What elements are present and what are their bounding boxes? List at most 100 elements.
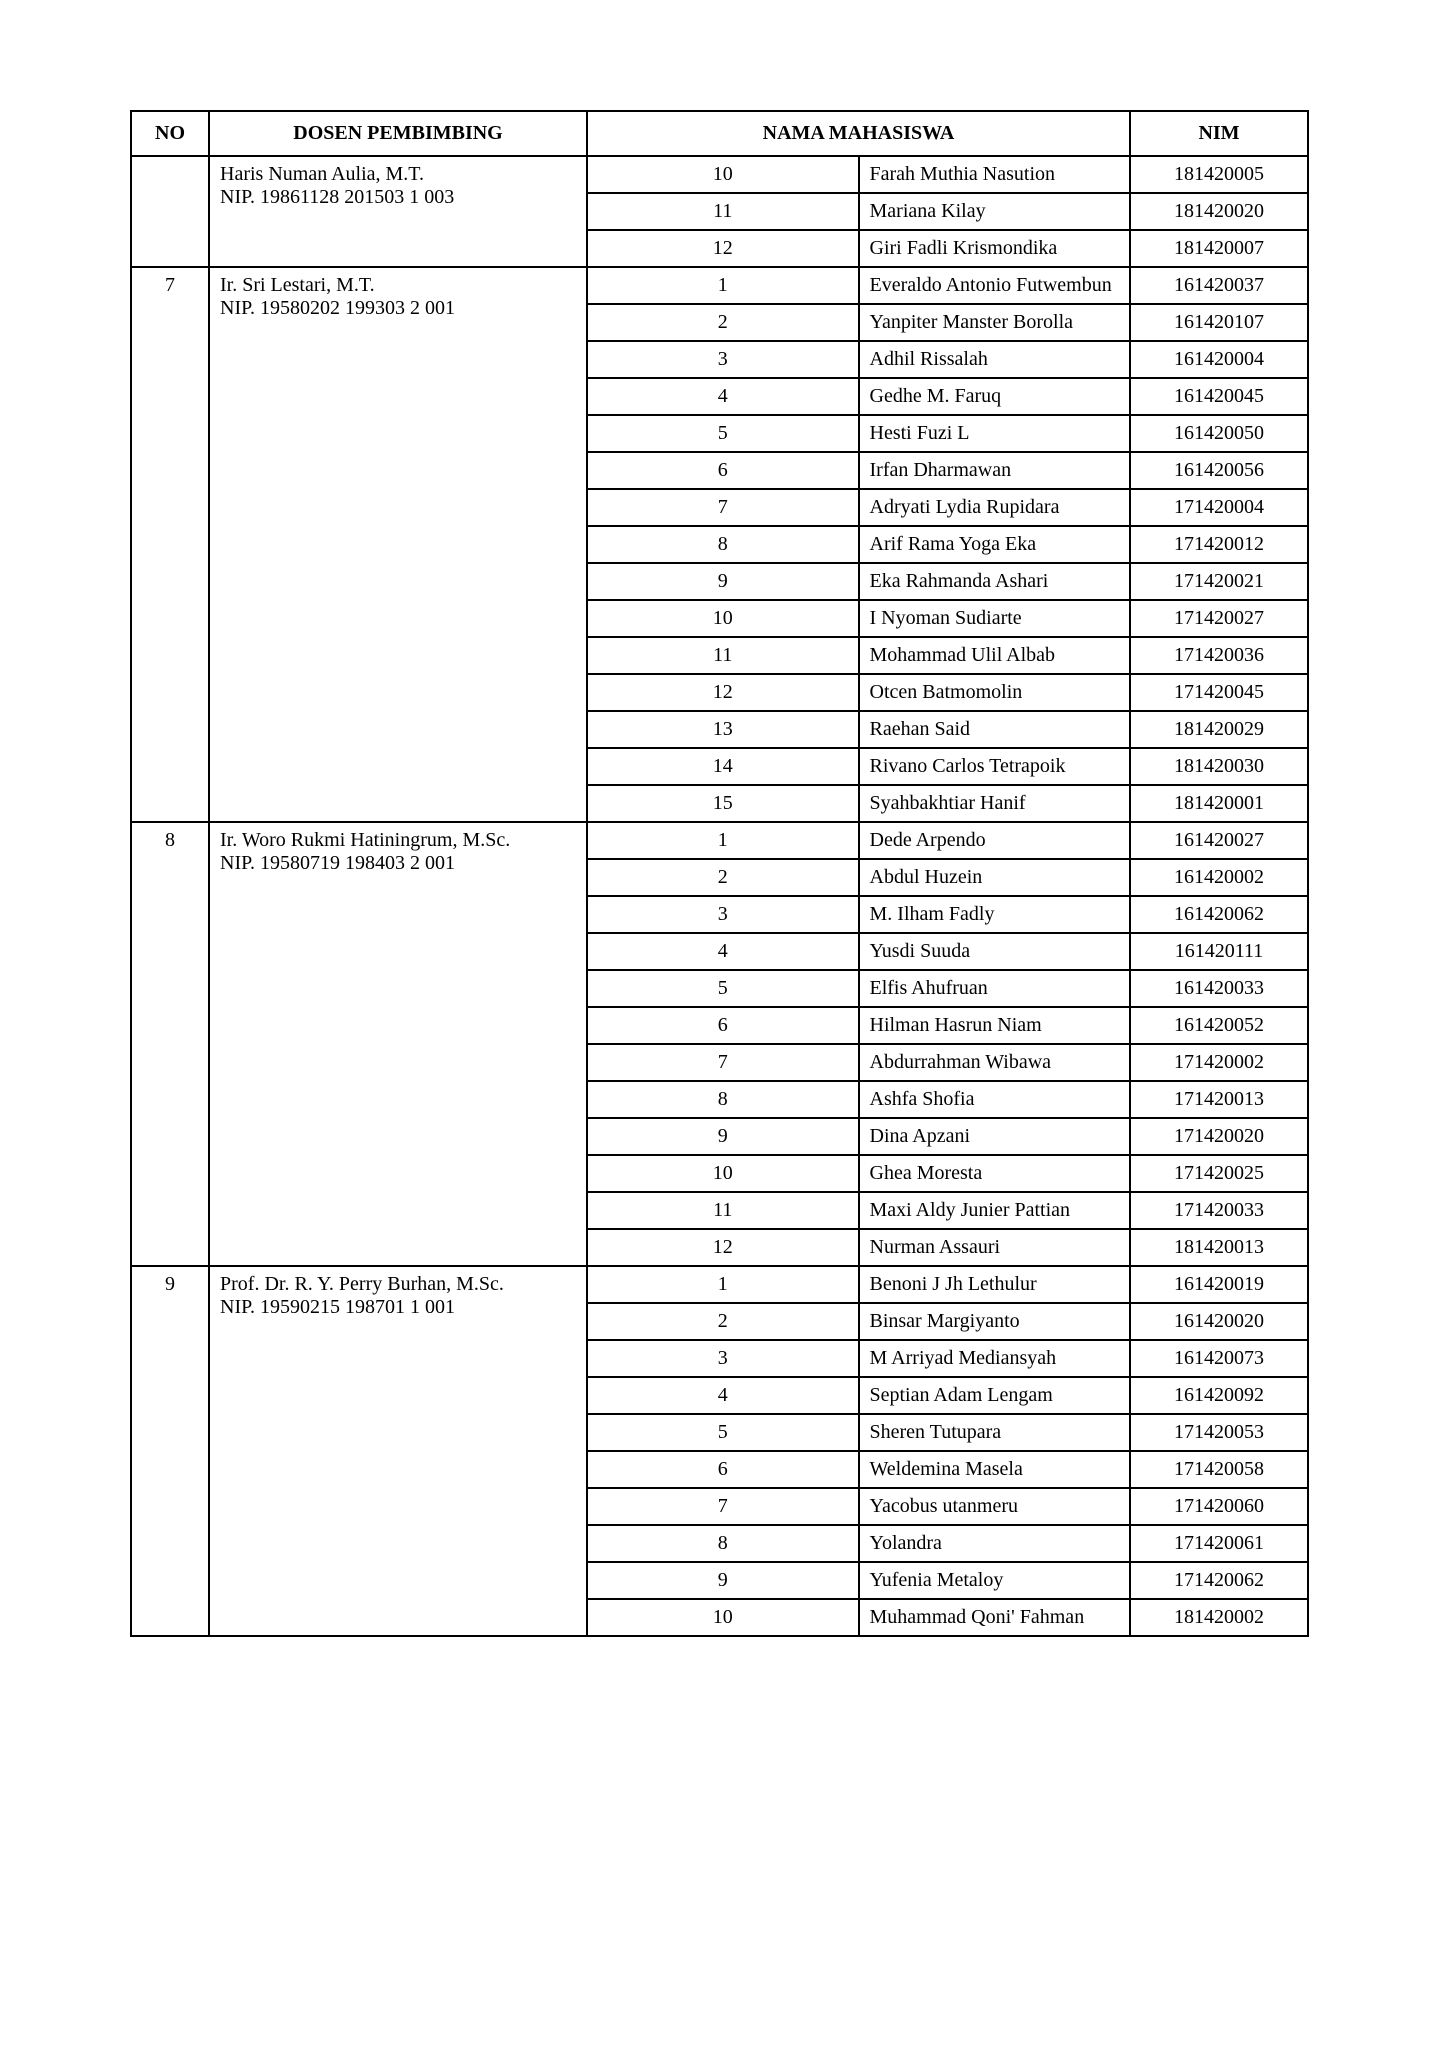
cell-student-idx: 4 <box>587 933 859 970</box>
cell-nim: 161420111 <box>1130 933 1308 970</box>
cell-dosen: Ir. Woro Rukmi Hatiningrum, M.Sc. NIP. 1… <box>209 822 587 1266</box>
cell-nim: 181420005 <box>1130 156 1308 193</box>
cell-nim: 181420020 <box>1130 193 1308 230</box>
cell-nim: 171420004 <box>1130 489 1308 526</box>
cell-student-name: Mariana Kilay <box>859 193 1131 230</box>
cell-student-idx: 5 <box>587 970 859 1007</box>
cell-student-name: Hilman Hasrun Niam <box>859 1007 1131 1044</box>
cell-student-name: Yanpiter Manster Borolla <box>859 304 1131 341</box>
cell-student-name: Everaldo Antonio Futwembun <box>859 267 1131 304</box>
header-no: NO <box>131 111 209 156</box>
cell-student-name: Maxi Aldy Junier Pattian <box>859 1192 1131 1229</box>
cell-nim: 181420030 <box>1130 748 1308 785</box>
cell-nim: 171420025 <box>1130 1155 1308 1192</box>
cell-student-name: M Arriyad Mediansyah <box>859 1340 1131 1377</box>
cell-student-idx: 8 <box>587 1525 859 1562</box>
cell-student-name: I Nyoman Sudiarte <box>859 600 1131 637</box>
cell-nim: 171420021 <box>1130 563 1308 600</box>
cell-nim: 171420020 <box>1130 1118 1308 1155</box>
cell-student-name: Nurman Assauri <box>859 1229 1131 1266</box>
cell-student-idx: 7 <box>587 1044 859 1081</box>
cell-nim: 181420002 <box>1130 1599 1308 1636</box>
cell-student-idx: 2 <box>587 304 859 341</box>
cell-student-idx: 7 <box>587 1488 859 1525</box>
cell-nim: 171420027 <box>1130 600 1308 637</box>
cell-nim: 161420052 <box>1130 1007 1308 1044</box>
cell-student-idx: 11 <box>587 1192 859 1229</box>
cell-student-idx: 3 <box>587 341 859 378</box>
cell-student-idx: 2 <box>587 859 859 896</box>
advisor-student-table: NO DOSEN PEMBIMBING NAMA MAHASISWA NIM H… <box>130 110 1309 1637</box>
cell-student-idx: 6 <box>587 1007 859 1044</box>
cell-no: 8 <box>131 822 209 1266</box>
cell-nim: 161420050 <box>1130 415 1308 452</box>
cell-nim: 161420092 <box>1130 1377 1308 1414</box>
cell-nim: 171420045 <box>1130 674 1308 711</box>
cell-student-idx: 3 <box>587 896 859 933</box>
cell-student-name: Otcen Batmomolin <box>859 674 1131 711</box>
cell-student-name: Adryati Lydia Rupidara <box>859 489 1131 526</box>
cell-student-idx: 8 <box>587 1081 859 1118</box>
cell-student-idx: 1 <box>587 822 859 859</box>
cell-student-idx: 12 <box>587 674 859 711</box>
cell-dosen: Haris Numan Aulia, M.T. NIP. 19861128 20… <box>209 156 587 267</box>
cell-student-name: Gedhe M. Faruq <box>859 378 1131 415</box>
cell-nim: 161420027 <box>1130 822 1308 859</box>
cell-student-name: Muhammad Qoni' Fahman <box>859 1599 1131 1636</box>
cell-no: 9 <box>131 1266 209 1636</box>
cell-student-idx: 12 <box>587 1229 859 1266</box>
cell-nim: 171420061 <box>1130 1525 1308 1562</box>
cell-dosen: Prof. Dr. R. Y. Perry Burhan, M.Sc. NIP.… <box>209 1266 587 1636</box>
cell-student-idx: 4 <box>587 1377 859 1414</box>
cell-nim: 161420037 <box>1130 267 1308 304</box>
cell-nim: 171420033 <box>1130 1192 1308 1229</box>
cell-nim: 161420062 <box>1130 896 1308 933</box>
cell-no: 7 <box>131 267 209 822</box>
cell-nim: 181420013 <box>1130 1229 1308 1266</box>
cell-student-idx: 9 <box>587 1562 859 1599</box>
cell-student-name: Weldemina Masela <box>859 1451 1131 1488</box>
table-row: 8Ir. Woro Rukmi Hatiningrum, M.Sc. NIP. … <box>131 822 1308 859</box>
cell-student-idx: 15 <box>587 785 859 822</box>
cell-student-name: Ashfa Shofia <box>859 1081 1131 1118</box>
cell-student-idx: 10 <box>587 1155 859 1192</box>
cell-student-name: Yusdi Suuda <box>859 933 1131 970</box>
cell-nim: 161420056 <box>1130 452 1308 489</box>
cell-nim: 171420062 <box>1130 1562 1308 1599</box>
cell-dosen: Ir. Sri Lestari, M.T. NIP. 19580202 1993… <box>209 267 587 822</box>
cell-student-name: Irfan Dharmawan <box>859 452 1131 489</box>
cell-nim: 171420053 <box>1130 1414 1308 1451</box>
cell-student-name: M. Ilham Fadly <box>859 896 1131 933</box>
cell-student-name: Mohammad Ulil Albab <box>859 637 1131 674</box>
cell-nim: 171420036 <box>1130 637 1308 674</box>
cell-student-idx: 6 <box>587 452 859 489</box>
cell-nim: 171420058 <box>1130 1451 1308 1488</box>
cell-student-name: Rivano Carlos Tetrapoik <box>859 748 1131 785</box>
cell-student-idx: 9 <box>587 563 859 600</box>
cell-student-name: Ghea Moresta <box>859 1155 1131 1192</box>
cell-student-idx: 14 <box>587 748 859 785</box>
cell-student-name: Farah Muthia Nasution <box>859 156 1131 193</box>
cell-student-name: Abdul Huzein <box>859 859 1131 896</box>
cell-student-idx: 8 <box>587 526 859 563</box>
cell-nim: 161420073 <box>1130 1340 1308 1377</box>
cell-student-idx: 13 <box>587 711 859 748</box>
cell-student-idx: 3 <box>587 1340 859 1377</box>
cell-student-name: Dede Arpendo <box>859 822 1131 859</box>
cell-student-idx: 10 <box>587 156 859 193</box>
cell-student-idx: 6 <box>587 1451 859 1488</box>
cell-student-idx: 12 <box>587 230 859 267</box>
cell-no <box>131 156 209 267</box>
cell-student-idx: 1 <box>587 267 859 304</box>
cell-student-name: Binsar Margiyanto <box>859 1303 1131 1340</box>
table-row: Haris Numan Aulia, M.T. NIP. 19861128 20… <box>131 156 1308 193</box>
cell-student-name: Giri Fadli Krismondika <box>859 230 1131 267</box>
cell-student-name: Sheren Tutupara <box>859 1414 1131 1451</box>
header-dosen: DOSEN PEMBIMBING <box>209 111 587 156</box>
table-row: 7Ir. Sri Lestari, M.T. NIP. 19580202 199… <box>131 267 1308 304</box>
cell-student-name: Abdurrahman Wibawa <box>859 1044 1131 1081</box>
cell-student-name: Hesti Fuzi L <box>859 415 1131 452</box>
cell-student-idx: 5 <box>587 1414 859 1451</box>
cell-student-name: Yacobus utanmeru <box>859 1488 1131 1525</box>
header-nim: NIM <box>1130 111 1308 156</box>
